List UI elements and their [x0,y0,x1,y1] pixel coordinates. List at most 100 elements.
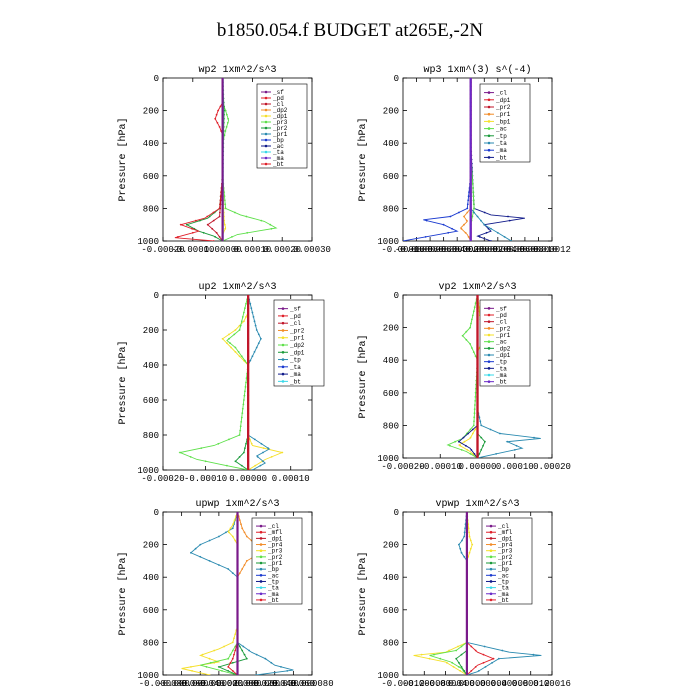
data-point [463,555,466,558]
x-tick-label: 0.00020 [263,245,301,255]
data-point [469,215,472,218]
data-point [224,130,227,132]
panel-title: vp2 1xm^2/s^3 [438,281,516,293]
x-tick-label: -0.00008 [403,679,446,689]
legend-label: _pr1 [495,111,511,118]
data-point [221,138,224,141]
data-point [489,428,492,431]
legend-marker [489,574,493,577]
data-point [245,535,248,538]
data-point [472,351,475,353]
data-point [243,451,245,454]
data-point [476,215,479,218]
data-point [471,183,474,185]
data-point [458,211,460,214]
legend-marker [489,567,493,571]
data-point [217,442,220,445]
data-point [469,326,471,329]
data-point [245,442,247,445]
data-point [476,449,479,451]
legend-marker [487,340,491,343]
data-point [466,535,468,538]
legend-label: _cl [289,320,301,327]
data-point [476,387,479,390]
legend-label: _dp2 [495,345,511,352]
legend-label: _ma [272,155,284,162]
data-point [433,653,435,656]
data-point [466,588,468,591]
legend: _sf_pd_cl_pr2_pr1_ac_dp2_dp1_tp_ta_ma_bt [479,299,531,387]
data-point [229,342,232,344]
data-point [466,621,468,623]
data-point [208,674,211,675]
data-point [257,342,260,344]
data-point [473,416,476,419]
series-group [446,295,541,458]
data-point [236,588,239,591]
data-point [476,375,479,378]
data-point [202,231,205,234]
x-tick-label: 0.000080 [290,679,333,689]
data-point [476,298,479,300]
legend-marker [487,360,491,363]
data-point [259,464,262,467]
legend-label: _ac [272,143,284,150]
data-point [515,444,518,447]
data-point [464,231,467,234]
data-point [247,456,250,458]
data-point [221,85,224,88]
data-point [190,551,192,554]
data-point [260,337,262,340]
data-point [469,130,472,132]
legend-marker [487,380,491,383]
data-point [455,649,458,652]
data-point [472,191,475,194]
data-point [233,653,235,656]
data-point [469,158,472,161]
y-tick-label: 0 [394,291,399,301]
legend: _sf_pd_cl_pr2_pr1_dp2_dp1_tp_ta_ma_bt [273,299,325,387]
data-point [470,670,473,672]
x-tick-label: -0.00010 [381,245,424,255]
legend-marker [487,347,491,350]
data-point [455,657,458,660]
legend-marker [487,120,491,123]
data-point [469,343,471,345]
data-point [280,666,282,668]
data-point [469,428,472,431]
legend-marker [264,132,268,136]
data-point [466,629,468,632]
data-point [255,653,258,656]
data-point [236,670,239,672]
data-point [240,355,243,358]
data-point [533,436,535,439]
data-point [476,457,479,458]
data-point [247,298,250,301]
data-point [239,429,242,432]
x-tick-label: 0.000060 [272,679,315,689]
data-point [221,121,224,124]
data-point [474,649,477,652]
y-axis-label: Pressure [hPa] [357,117,369,201]
data-point [463,223,465,226]
data-point [199,555,202,558]
data-point [474,404,476,406]
legend-label: _pr4 [497,542,513,549]
legend-marker [281,380,285,383]
legend-label: _bt [495,379,507,386]
data-point [460,645,463,648]
data-point [467,236,470,238]
data-point [490,240,492,241]
data-point [243,564,246,566]
data-point [476,330,479,333]
legend-label: _bp [267,566,279,573]
data-point [484,440,486,443]
data-point [236,539,239,542]
legend-label: _dp2 [289,342,305,349]
data-point [219,199,222,202]
data-point [221,183,224,185]
data-point [221,199,224,202]
data-point [471,179,474,181]
legend-marker [487,320,491,323]
data-point [472,187,474,189]
